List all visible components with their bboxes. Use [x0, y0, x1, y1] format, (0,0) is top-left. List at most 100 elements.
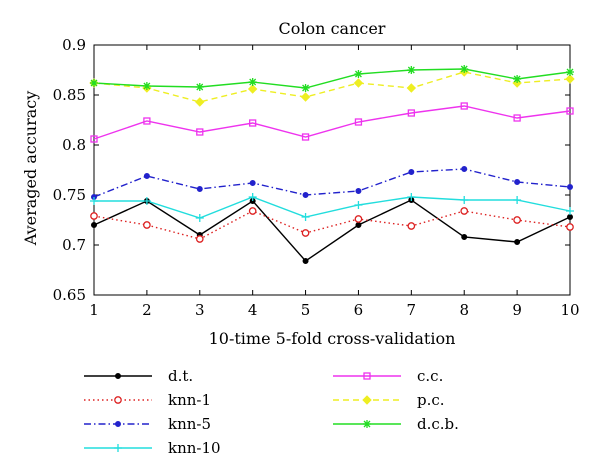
data-point-knn-10 — [142, 197, 151, 205]
legend-label: c.c. — [417, 367, 443, 385]
data-point-c-c — [196, 128, 204, 136]
data-point-d-t — [355, 222, 362, 228]
y-tick-label: 0.75 — [53, 186, 86, 204]
y-tick-label: 0.9 — [62, 36, 86, 54]
legend-label: knn-1 — [168, 391, 211, 409]
legend-marker — [115, 373, 121, 379]
data-point-knn-5 — [249, 180, 256, 186]
data-point-d-c-b — [301, 84, 310, 92]
data-point-knn-5 — [514, 179, 521, 185]
data-point-knn-5 — [143, 173, 150, 179]
legend-label: d.t. — [168, 367, 193, 385]
legend-marker — [363, 420, 371, 428]
data-point-knn-10 — [513, 196, 522, 204]
data-point-d-t — [302, 258, 309, 264]
data-point-c-c — [460, 102, 468, 110]
data-point-d-t — [91, 222, 97, 228]
data-point-knn-10 — [90, 197, 98, 205]
data-point-knn-10 — [248, 193, 257, 201]
data-point-c-c — [301, 133, 310, 141]
series-line-d-c-b — [93, 68, 571, 89]
data-point-p-c — [406, 83, 417, 93]
y-axis-label: Averaged accuracy — [21, 91, 40, 247]
data-point-d-c-b — [195, 83, 204, 91]
data-point-d-t — [514, 239, 521, 245]
data-point-d-c-b — [460, 65, 469, 73]
data-point-knn-10 — [460, 196, 469, 204]
legend-label: knn-5 — [168, 415, 211, 433]
data-point-knn-5 — [355, 188, 362, 194]
legend-label: d.c.b. — [417, 415, 459, 433]
legend-item-knn-5: knn-5 — [84, 415, 211, 433]
data-point-p-c — [195, 97, 205, 107]
data-point-knn-10 — [566, 207, 574, 215]
x-tick-label: 2 — [142, 301, 152, 319]
y-tick-label: 0.85 — [53, 86, 86, 104]
data-point-d-c-b — [513, 75, 522, 83]
x-tick-label: 6 — [354, 301, 364, 319]
series-line-knn-5 — [93, 168, 571, 198]
data-point-knn-1 — [354, 215, 363, 223]
data-point-knn-1 — [301, 229, 310, 237]
data-point-p-c — [300, 92, 311, 102]
data-point-c-c — [354, 118, 363, 126]
data-point-c-c — [90, 135, 98, 143]
data-point-d-c-b — [248, 78, 257, 86]
series-line-p-c — [93, 71, 571, 103]
legend-label: p.c. — [417, 391, 445, 409]
data-point-c-c — [407, 109, 415, 117]
data-point-c-c — [143, 117, 151, 125]
legend-item-knn-1: knn-1 — [84, 391, 211, 409]
data-point-p-c — [247, 84, 258, 94]
x-tick-label: 5 — [301, 301, 311, 319]
x-tick-label: 1 — [89, 301, 99, 319]
data-point-d-c-b — [142, 82, 151, 90]
series-line-knn-1 — [93, 210, 571, 240]
series-line-knn-10 — [94, 196, 571, 219]
data-point-knn-5 — [567, 184, 573, 190]
data-point-knn-10 — [195, 214, 204, 222]
y-tick-label: 0.7 — [62, 236, 86, 254]
plot-frame — [93, 44, 571, 296]
legend-item-knn-10: knn-10 — [84, 439, 221, 457]
legend-item-p-c: p.c. — [333, 391, 445, 409]
series-line-d-t — [93, 199, 571, 262]
data-point-d-t — [567, 214, 573, 220]
data-point-knn-5 — [408, 169, 415, 175]
data-point-d-c-b — [407, 66, 416, 74]
x-tick-label: 10 — [560, 301, 579, 319]
y-tick-label: 0.65 — [53, 286, 86, 304]
data-point-c-c — [566, 107, 574, 115]
data-point-d-c-b — [90, 79, 98, 87]
data-point-d-t — [461, 234, 468, 240]
data-point-knn-10 — [407, 193, 416, 201]
data-point-c-c — [249, 119, 257, 127]
x-tick-label: 7 — [407, 301, 417, 319]
legend-item-d-t: d.t. — [84, 367, 193, 385]
data-point-knn-1 — [407, 222, 416, 230]
chart-title: Colon cancer — [279, 19, 386, 38]
data-point-knn-5 — [196, 186, 203, 192]
x-tick-label: 4 — [248, 301, 258, 319]
legend: d.t. knn-1 knn-5 knn-10 c.c. p.c. d.c.b. — [84, 367, 459, 457]
data-point-knn-1 — [195, 235, 204, 243]
x-tick-label: 3 — [195, 301, 205, 319]
legend-item-c-c: c.c. — [333, 367, 443, 385]
x-tick-label: 9 — [512, 301, 522, 319]
y-tick-label: 0.8 — [62, 136, 86, 154]
axis-ticks: 0.65 0.7 0.75 0.8 0.85 0.9 1 2 3 4 5 6 7 8 9 10 — [53, 36, 580, 319]
legend-label: knn-10 — [168, 439, 221, 457]
data-point-knn-1 — [143, 221, 151, 229]
data-point-d-c-b — [354, 70, 363, 78]
series-lines — [93, 68, 571, 262]
data-point-p-c — [565, 74, 575, 84]
legend-marker — [114, 396, 122, 404]
series-markers — [89, 65, 575, 264]
legend-marker — [114, 444, 122, 452]
data-point-knn-10 — [301, 213, 310, 221]
data-point-knn-1 — [90, 212, 98, 220]
x-tick-label: 8 — [459, 301, 469, 319]
legend-marker — [362, 395, 372, 405]
data-point-knn-1 — [248, 207, 257, 215]
